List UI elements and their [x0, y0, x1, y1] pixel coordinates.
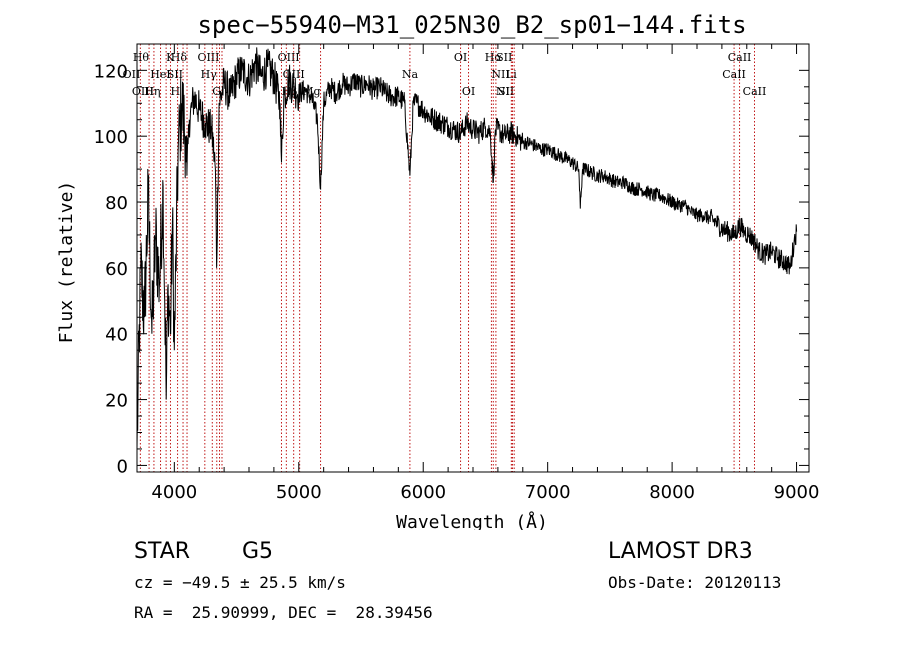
line-mark-label: CaII [743, 85, 767, 98]
axis-ticks: 4000 5000 6000 7000 8000 9000 0 20 40 60 80 100 120 [94, 44, 820, 503]
y-axis-label: Flux (relative) [56, 181, 77, 344]
x-tick-label: 5000 [276, 482, 322, 503]
line-mark-label: K [166, 51, 175, 64]
line-mark-label: H [170, 85, 180, 98]
line-mark-label: G [212, 85, 221, 98]
line-mark-label: OI [454, 51, 467, 64]
y-tick-label: 0 [117, 456, 128, 477]
line-mark-label: Hη [144, 85, 160, 98]
line-mark-label: SII [498, 85, 514, 98]
x-tick-label: 8000 [649, 482, 695, 503]
redshift-cz: cz = −49.5 ± 25.5 km/s [134, 573, 346, 592]
x-tick-label: 4000 [151, 482, 197, 503]
line-mark-label: Na [402, 68, 419, 81]
y-tick-label: 60 [105, 259, 128, 280]
line-mark-label: Hγ [201, 68, 218, 81]
line-mark-label: SII [167, 68, 183, 81]
line-mark-label: CaII [728, 51, 752, 64]
x-axis-label: Wavelength (Å) [396, 511, 548, 530]
line-mark-label: OI [462, 85, 475, 98]
line-mark-label: OIII [278, 51, 300, 64]
line-mark-label: Li [506, 68, 517, 81]
line-mark-label: Hα [485, 51, 503, 64]
spectrum-series-line [136, 47, 798, 450]
line-mark-label: NII [491, 68, 509, 81]
line-mark-label: OII [123, 68, 141, 81]
object-class: STAR [134, 539, 191, 564]
y-tick-label: 120 [94, 61, 128, 82]
x-tick-label: 7000 [525, 482, 571, 503]
line-mark-label: OIII [197, 51, 219, 64]
y-tick-label: 20 [105, 391, 128, 412]
x-tick-label: 9000 [774, 482, 820, 503]
survey-name: LAMOST DR3 [608, 539, 753, 564]
line-mark-label: NII [496, 85, 514, 98]
line-mark-label: HeI [150, 68, 170, 81]
spectrum-chart: spec−55940−M31_025N30_B2_sp01−144.fits H… [56, 11, 820, 530]
line-mark-label: CaII [722, 68, 746, 81]
ra-dec: RA = 25.90999, DEC = 28.39456 [134, 603, 433, 622]
y-tick-label: 80 [105, 193, 128, 214]
series-layer [136, 47, 798, 450]
plot-frame [136, 43, 810, 473]
chart-title: spec−55940−M31_025N30_B2_sp01−144.fits [197, 11, 746, 39]
object-subclass: G5 [242, 539, 274, 564]
observation-date: Obs-Date: 20120113 [608, 573, 782, 592]
line-mark-label: Hθ [133, 51, 150, 64]
line-mark-label: SII [496, 51, 512, 64]
y-tick-label: 100 [94, 127, 128, 148]
line-mark-label: Hδ [171, 51, 188, 64]
y-tick-label: 40 [105, 325, 128, 346]
x-tick-label: 6000 [400, 482, 446, 503]
